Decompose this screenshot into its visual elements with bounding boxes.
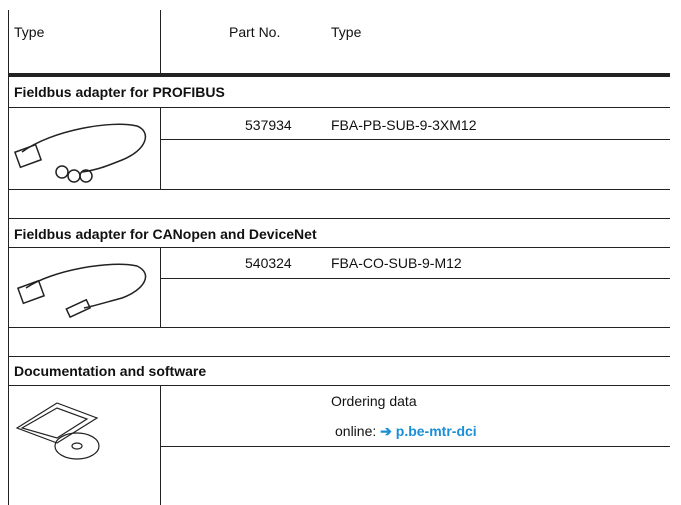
link[interactable]: p.be-mtr-dci <box>395 423 477 439</box>
rule <box>8 107 670 108</box>
documentation-image <box>15 402 100 460</box>
col-divider <box>160 247 161 327</box>
header-cell: Part No. <box>229 24 281 40</box>
type: FBA-CO-SUB-9-M12 <box>331 255 462 271</box>
part-no: 540324 <box>245 255 292 271</box>
rule <box>8 356 670 357</box>
rule <box>8 189 670 190</box>
section-title: Documentation and software <box>14 363 207 379</box>
col-divider <box>160 10 161 74</box>
online-label: online: <box>335 423 377 439</box>
col-divider <box>160 385 161 505</box>
online-line: online: ➔ p.be-mtr-dci <box>335 423 477 439</box>
ordering-text: Ordering data <box>331 393 417 409</box>
rule <box>8 247 670 248</box>
header-cell: Type <box>331 24 362 40</box>
rule <box>8 218 670 219</box>
section-title: Fieldbus adapter for PROFIBUS <box>14 84 225 100</box>
left-border <box>8 10 9 505</box>
profibus-adapter-image <box>13 123 147 183</box>
rule <box>8 385 670 386</box>
rule <box>160 446 670 447</box>
rule <box>160 278 670 279</box>
col-divider <box>160 107 161 189</box>
rule <box>160 139 670 140</box>
thick-rule <box>8 73 670 77</box>
header-cell: Type <box>14 24 45 40</box>
canopen-adapter-image <box>16 263 147 319</box>
type: FBA-PB-SUB-9-3XM12 <box>331 117 477 133</box>
part-no: 537934 <box>245 117 292 133</box>
section-title: Fieldbus adapter for CANopen and DeviceN… <box>14 226 317 242</box>
link-arrow: ➔ <box>380 423 392 439</box>
rule <box>8 327 670 328</box>
